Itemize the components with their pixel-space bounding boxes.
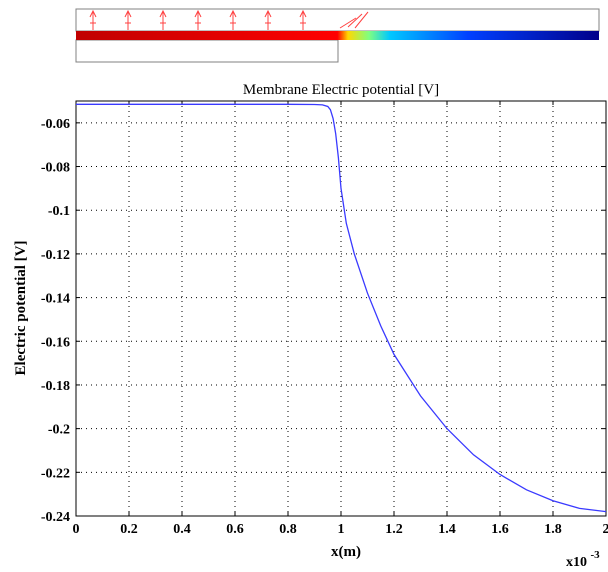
y-tick-label: -0.16 bbox=[41, 335, 70, 350]
lower-domain-box bbox=[75, 39, 339, 63]
x-multiplier: x10 -3 bbox=[566, 549, 600, 570]
y-tick-label: -0.18 bbox=[41, 379, 70, 394]
plot-area: 0 0.2 0.4 0.6 0.8 1 1.2 1.4 1.6 1.8 2 -0.06-0.08-0… bbox=[41, 100, 608, 537]
y-tick-label: -0.2 bbox=[48, 423, 70, 438]
flux-arrows bbox=[89, 9, 369, 30]
x-tick-label: 0 bbox=[73, 522, 80, 537]
flux-arrow-head bbox=[299, 9, 307, 18]
flux-arrow-head bbox=[159, 9, 167, 18]
y-tick-label: -0.24 bbox=[41, 510, 70, 525]
x-tick-label: 1.2 bbox=[385, 522, 403, 537]
flux-arrow-head bbox=[264, 9, 272, 18]
x-tick-label: 2 bbox=[603, 522, 608, 537]
y-tick-label: -0.08 bbox=[41, 161, 70, 176]
x-tick-label: 1.4 bbox=[438, 522, 456, 537]
x-tick-label: 0.4 bbox=[173, 522, 191, 537]
y-tick-label: -0.22 bbox=[41, 466, 70, 481]
flux-arrow-head bbox=[229, 9, 237, 18]
x-tick-label: 1.6 bbox=[491, 522, 509, 537]
chart-title: Membrane Electric potential [V] bbox=[243, 82, 439, 98]
x-ticks: 0 0.2 0.4 0.6 0.8 1 1.2 1.4 1.6 1.8 2 bbox=[73, 101, 608, 537]
x-tick-label: 1.8 bbox=[544, 522, 562, 537]
y-tick-label: -0.14 bbox=[41, 292, 70, 307]
flux-arrow-small bbox=[339, 17, 357, 29]
upper-domain-box bbox=[75, 8, 600, 32]
y-ticks: -0.06 -0.08 -0.1 -0.12 -0.14 -0.16 -0.18 -0.2 -0… bbox=[41, 117, 606, 525]
x-multiplier-base: x10 bbox=[566, 555, 587, 570]
x-tick-label: 0.2 bbox=[120, 522, 138, 537]
y-tick-label: -0.12 bbox=[41, 248, 70, 263]
y-axis-label: Electric potential [V] bbox=[13, 241, 29, 376]
flux-arrow-small bbox=[354, 11, 369, 29]
flux-arrow-head bbox=[89, 9, 97, 18]
membrane-colored-bar bbox=[76, 31, 599, 40]
y-tick-label: -0.1 bbox=[48, 204, 70, 219]
flux-arrow-head bbox=[124, 9, 132, 18]
grid bbox=[76, 101, 606, 516]
flux-arrow-small bbox=[347, 13, 363, 28]
x-tick-label: 1 bbox=[338, 522, 345, 537]
y-tick-label: -0.06 bbox=[41, 117, 70, 132]
x-tick-label: 0.8 bbox=[279, 522, 297, 537]
axes-frame bbox=[75, 100, 607, 517]
x-tick-label: 0.6 bbox=[226, 522, 244, 537]
x-axis-label: x(m) bbox=[331, 544, 361, 560]
x-multiplier-exponent: -3 bbox=[591, 549, 601, 561]
series-line bbox=[76, 103, 607, 513]
membrane-illustration bbox=[75, 8, 600, 63]
flux-arrow-head bbox=[194, 9, 202, 18]
